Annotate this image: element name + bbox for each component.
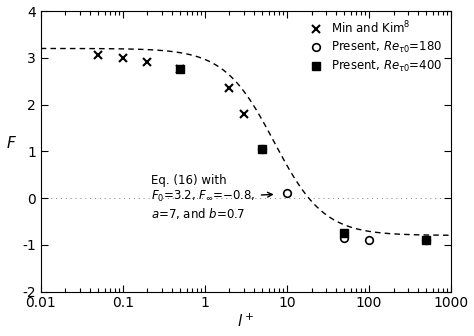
Present, $Re_{\tau 0}$=400	[423, 238, 429, 242]
Present, $Re_{\tau 0}$=180	[423, 238, 429, 242]
Present, $Re_{\tau 0}$=180	[284, 191, 290, 195]
Min and Kim$^8$	[120, 56, 126, 60]
Present, $Re_{\tau 0}$=400	[341, 231, 347, 235]
Y-axis label: $F$: $F$	[6, 135, 17, 151]
Min and Kim$^8$	[177, 68, 183, 72]
Min and Kim$^8$	[145, 60, 150, 65]
Min and Kim$^8$	[95, 53, 101, 57]
Line: Min and Kim$^8$: Min and Kim$^8$	[94, 51, 248, 118]
Present, $Re_{\tau 0}$=180	[366, 238, 372, 242]
Min and Kim$^8$	[241, 112, 247, 116]
Present, $Re_{\tau 0}$=400	[177, 68, 183, 72]
Line: Present, $Re_{\tau 0}$=180: Present, $Re_{\tau 0}$=180	[258, 145, 430, 244]
X-axis label: $l^+$: $l^+$	[237, 313, 255, 330]
Present, $Re_{\tau 0}$=180	[259, 147, 265, 151]
Legend: Min and Kim$^8$, Present, $Re_{\tau 0}$=180, Present, $Re_{\tau 0}$=400: Min and Kim$^8$, Present, $Re_{\tau 0}$=…	[305, 17, 445, 77]
Present, $Re_{\tau 0}$=180	[341, 236, 347, 240]
Line: Present, $Re_{\tau 0}$=400: Present, $Re_{\tau 0}$=400	[176, 66, 430, 244]
Text: Eq. (16) with
$F_0$=3.2, $F_{\infty}$=−0.8,
$a$=7, and $b$=0.7: Eq. (16) with $F_0$=3.2, $F_{\infty}$=−0…	[152, 174, 272, 221]
Present, $Re_{\tau 0}$=400	[259, 147, 265, 151]
Min and Kim$^8$	[227, 86, 232, 90]
